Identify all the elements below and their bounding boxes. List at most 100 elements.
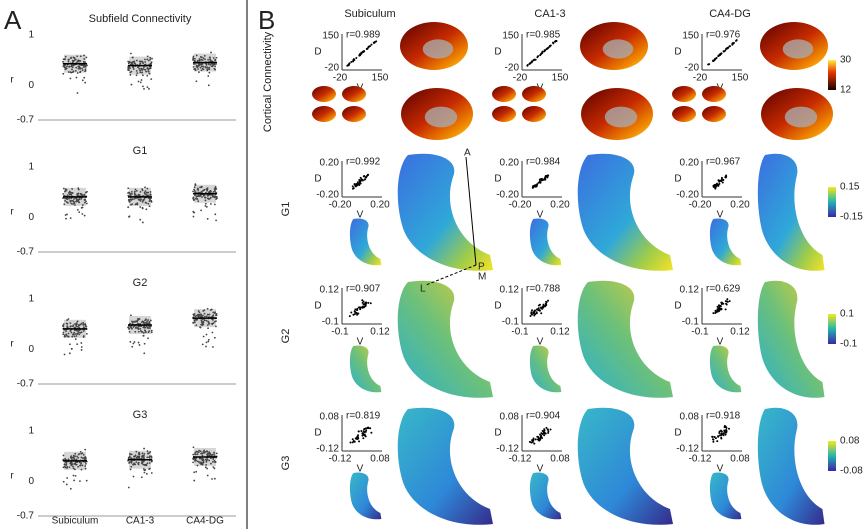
r-label: r=0.984 bbox=[526, 157, 561, 168]
point bbox=[140, 198, 143, 201]
point bbox=[199, 450, 202, 453]
point bbox=[198, 314, 201, 317]
point bbox=[202, 57, 205, 60]
point bbox=[77, 456, 80, 459]
scatter-dot bbox=[711, 435, 714, 438]
point bbox=[209, 203, 212, 205]
point bbox=[212, 64, 215, 67]
scatter-dot bbox=[353, 183, 356, 186]
point bbox=[206, 218, 209, 220]
colorbar bbox=[828, 441, 836, 471]
point bbox=[130, 199, 133, 201]
point bbox=[79, 450, 82, 453]
point bbox=[132, 326, 135, 328]
point bbox=[140, 60, 142, 63]
cortex-small bbox=[672, 106, 696, 122]
point bbox=[207, 320, 210, 323]
scatter-dot bbox=[534, 185, 537, 188]
point bbox=[136, 203, 139, 206]
point bbox=[195, 324, 198, 327]
point bbox=[143, 88, 145, 90]
point bbox=[128, 455, 131, 458]
point bbox=[205, 62, 208, 65]
point bbox=[209, 196, 212, 199]
subplot-title: G1 bbox=[133, 145, 148, 157]
scatter-dot bbox=[731, 42, 734, 45]
point bbox=[127, 198, 130, 201]
point bbox=[204, 466, 207, 469]
y-tick-label: 150 bbox=[322, 31, 339, 42]
scatter-dot bbox=[716, 305, 719, 308]
point bbox=[68, 352, 71, 355]
scatter-dot bbox=[534, 58, 537, 61]
point bbox=[79, 67, 81, 70]
hippocampus-small bbox=[709, 218, 742, 266]
point bbox=[72, 64, 75, 67]
point bbox=[77, 187, 80, 190]
scatter-dot bbox=[361, 306, 364, 309]
y-tick-label: 0.08 bbox=[680, 412, 700, 423]
scatter-dot bbox=[529, 315, 532, 318]
point bbox=[193, 190, 196, 192]
subplot-title: G3 bbox=[133, 409, 148, 421]
point bbox=[132, 342, 135, 345]
point bbox=[74, 333, 77, 335]
scatter-dot bbox=[724, 308, 727, 311]
point bbox=[132, 61, 134, 63]
scatter-dot bbox=[541, 430, 544, 433]
y-tick-label: 0 bbox=[28, 476, 34, 487]
point bbox=[129, 468, 132, 471]
scatter-dot bbox=[728, 427, 731, 430]
point bbox=[131, 192, 133, 195]
point bbox=[83, 76, 86, 79]
point bbox=[148, 197, 151, 200]
y-tick-label: 0 bbox=[28, 344, 34, 355]
scatter-dot bbox=[357, 436, 360, 439]
point bbox=[78, 461, 81, 464]
scatter-dot bbox=[732, 41, 735, 44]
point bbox=[204, 202, 207, 205]
y-tick-label: 1 bbox=[28, 30, 34, 41]
axis-letter: V bbox=[537, 464, 544, 475]
scatter-dot bbox=[538, 309, 541, 312]
point bbox=[203, 188, 206, 191]
point bbox=[207, 63, 210, 66]
hippocampus-large bbox=[397, 407, 493, 525]
point bbox=[131, 203, 134, 206]
point bbox=[201, 454, 204, 457]
hippocampus-small bbox=[349, 218, 382, 266]
point bbox=[135, 450, 138, 453]
point bbox=[203, 449, 206, 452]
scatter-dot bbox=[369, 302, 372, 305]
point bbox=[72, 474, 75, 477]
point bbox=[72, 203, 74, 205]
r-label: r=0.992 bbox=[346, 157, 381, 168]
point bbox=[148, 67, 151, 70]
point bbox=[74, 338, 77, 340]
scatter-dot bbox=[357, 183, 360, 186]
scatter-dot bbox=[546, 47, 549, 50]
point bbox=[81, 213, 84, 215]
cortex-small bbox=[492, 106, 516, 122]
point bbox=[138, 199, 141, 201]
scatter-dot bbox=[552, 41, 555, 44]
point bbox=[82, 326, 85, 329]
y-tick-label: -0.12 bbox=[676, 444, 699, 455]
x-tick-label: 0.20 bbox=[370, 200, 390, 211]
point bbox=[128, 61, 131, 63]
y-tick-label: -0.1 bbox=[322, 317, 340, 328]
row-label: Cortical Connectivity bbox=[262, 31, 274, 132]
point bbox=[206, 467, 209, 470]
point bbox=[66, 319, 69, 321]
point bbox=[69, 193, 71, 196]
scatter-dot bbox=[350, 311, 353, 314]
point bbox=[140, 476, 143, 479]
point bbox=[197, 451, 200, 454]
point bbox=[200, 58, 203, 61]
scatter-dot bbox=[534, 438, 537, 441]
point bbox=[131, 63, 134, 66]
scatter-dot bbox=[531, 186, 534, 189]
point bbox=[143, 66, 145, 69]
scatter-dot bbox=[717, 307, 720, 310]
point bbox=[141, 221, 144, 224]
